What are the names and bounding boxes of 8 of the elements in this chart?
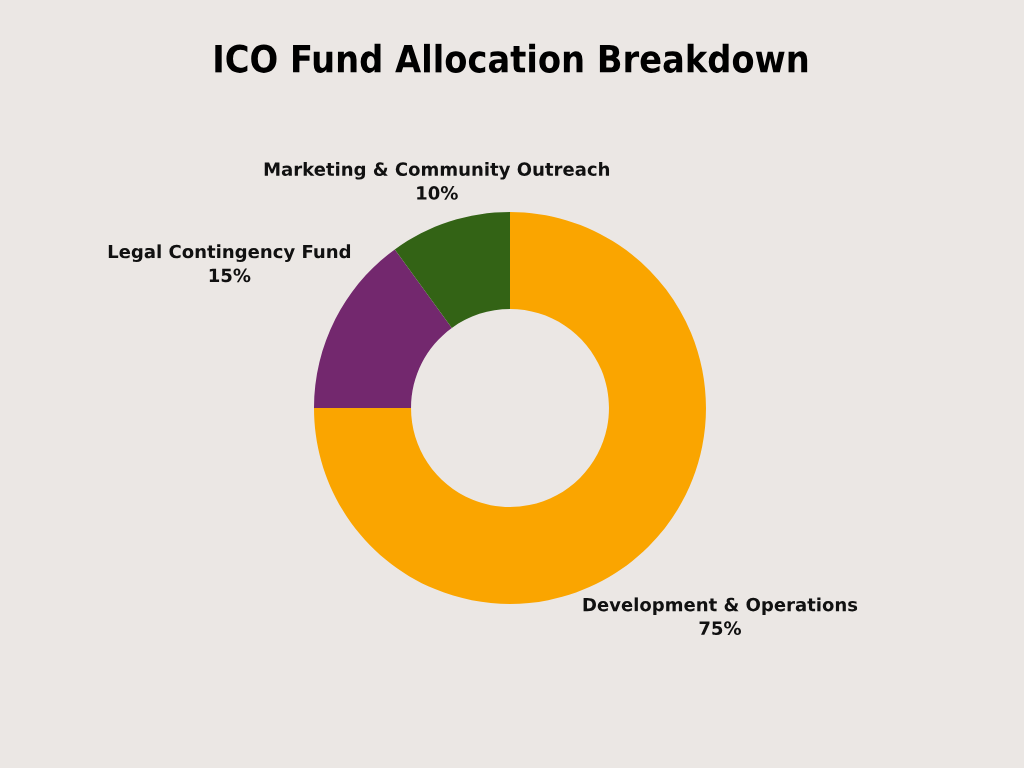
slice-label: Marketing & Community Outreach xyxy=(264,162,610,180)
data-label: 75% xyxy=(699,621,741,636)
data-label: 15% xyxy=(209,268,251,283)
slice-label: Legal Contingency Fund xyxy=(108,244,351,262)
slice-label: Development & Operations xyxy=(583,597,858,615)
donut-slice xyxy=(394,212,510,328)
chart-title: ICO Fund Allocation Breakdown xyxy=(215,43,808,73)
data-label: 10% xyxy=(417,186,458,200)
